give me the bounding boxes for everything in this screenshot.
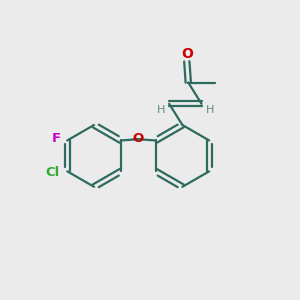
Text: H: H — [157, 105, 165, 115]
Text: Cl: Cl — [45, 166, 60, 179]
Text: F: F — [52, 132, 61, 145]
Text: O: O — [133, 133, 144, 146]
Text: H: H — [206, 105, 214, 115]
Text: O: O — [181, 47, 193, 61]
